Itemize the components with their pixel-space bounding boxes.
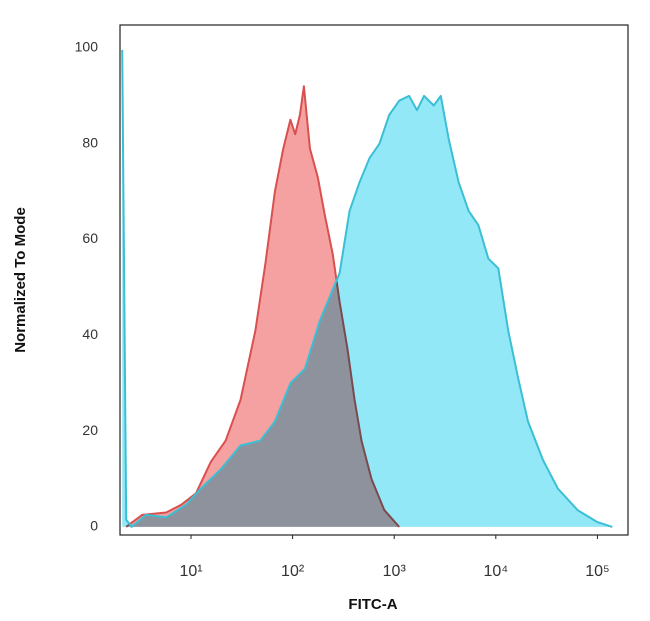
y-tick-label: 100 [75,39,99,55]
plot-area [121,49,613,528]
x-tick-label: 10⁴ [483,563,508,580]
y-tick-label: 80 [82,134,98,150]
y-tick-label: 0 [90,518,98,534]
plot-frame [119,24,629,536]
y-tick-label: 40 [82,326,98,342]
area-line [121,49,613,528]
x-tick-label: 10¹ [179,563,202,580]
area-fill [122,49,613,527]
x-tick-label: 10⁵ [585,563,609,580]
y-tick-label: 20 [82,422,98,438]
y-tick-label: 60 [82,230,98,246]
y-axis-title: Normalized To Mode [12,207,29,353]
x-axis-title: FITC-A [348,596,397,613]
x-tick-label: 10² [281,563,305,580]
x-tick-label: 10³ [383,563,407,580]
